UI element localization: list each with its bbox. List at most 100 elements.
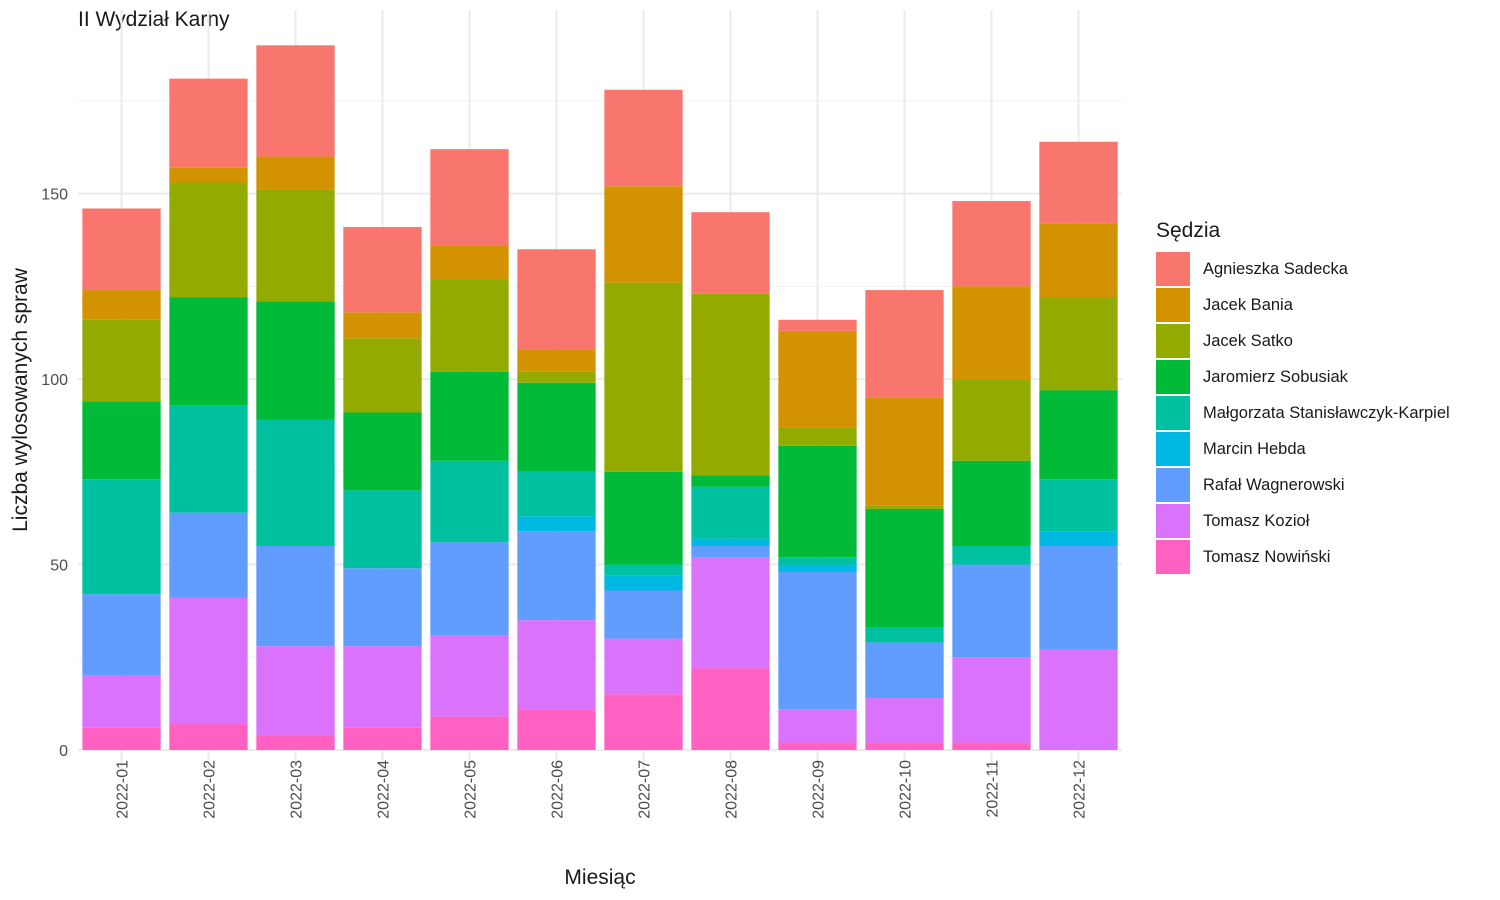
- bar-segment: [82, 290, 161, 320]
- bar-segment: [604, 638, 683, 695]
- bar-segment: [604, 282, 683, 472]
- bar-segment: [517, 531, 596, 621]
- bar-segment: [256, 45, 335, 157]
- bar-segment: [343, 727, 422, 750]
- bar-segment: [691, 546, 770, 558]
- legend-item: Jacek Satko: [1156, 323, 1450, 359]
- bar-segment: [256, 646, 335, 736]
- legend-label: Marcin Hebda: [1203, 439, 1306, 458]
- legend-swatch: [1156, 432, 1190, 466]
- bar-segment: [169, 405, 248, 513]
- x-tick-label: 2022-11: [985, 760, 1002, 818]
- bar-segment: [82, 675, 161, 728]
- bar-segment: [952, 286, 1031, 380]
- bar-segment: [778, 427, 857, 446]
- x-tick-label: 2022-04: [376, 760, 393, 819]
- x-tick-label: 2022-10: [898, 760, 915, 819]
- bar-segment: [256, 735, 335, 750]
- bar-segment: [952, 460, 1031, 547]
- x-tick-label: 2022-06: [550, 760, 567, 819]
- bar-segment: [169, 512, 248, 598]
- bar-segment: [430, 716, 509, 750]
- legend-swatch: [1156, 360, 1190, 394]
- bar-segment: [952, 657, 1031, 743]
- bar-segment: [952, 201, 1031, 287]
- chart-title: II Wydział Karny: [78, 8, 230, 31]
- bar-segment: [82, 594, 161, 676]
- bar-segment: [169, 597, 248, 725]
- bar-segment: [517, 516, 596, 532]
- x-tick-label: 2022-03: [289, 760, 306, 819]
- bar-segment: [1039, 141, 1118, 224]
- legend-swatch: [1156, 324, 1190, 358]
- bar-segment: [604, 590, 683, 639]
- bar-segment: [952, 546, 1031, 565]
- bar-segment: [343, 568, 422, 647]
- bar-segment: [343, 490, 422, 569]
- legend-label: Tomasz Nowiński: [1203, 547, 1331, 566]
- bar-segment: [778, 445, 857, 558]
- legend-title: Sędzia: [1156, 219, 1221, 242]
- bar-segment: [691, 293, 770, 476]
- legend-label: Jacek Satko: [1203, 331, 1293, 350]
- legend-swatch: [1156, 540, 1190, 574]
- y-tick-label: 0: [59, 743, 68, 760]
- bar-segment: [343, 412, 422, 491]
- bar-segment: [430, 245, 509, 279]
- bar-segment: [1039, 546, 1118, 650]
- y-axis-label: Liczba wylosowanych spraw: [9, 268, 32, 532]
- bar-segment: [691, 486, 770, 539]
- x-tick-label: 2022-01: [115, 760, 132, 819]
- bar-segment: [517, 249, 596, 350]
- legend-item: Tomasz Nowiński: [1156, 539, 1450, 575]
- bar-segment: [865, 290, 944, 398]
- bar-segment: [343, 646, 422, 728]
- x-tick-label: 2022-08: [724, 760, 741, 819]
- bar-segment: [604, 186, 683, 283]
- bar-segment: [865, 642, 944, 699]
- bar-segment: [865, 742, 944, 750]
- legend: Sędzia Agnieszka Sadecka Jacek Bania Jacek…: [1156, 219, 1450, 575]
- bar-segment: [169, 182, 248, 298]
- bar-segment: [865, 505, 944, 509]
- x-axis-label: Miesiąc: [564, 866, 636, 889]
- bar-segment: [865, 627, 944, 643]
- bar-segment: [430, 460, 509, 543]
- bar-segment: [1039, 297, 1118, 391]
- bar-segment: [430, 542, 509, 636]
- bar-segment: [517, 620, 596, 710]
- y-tick-label: 50: [50, 558, 68, 575]
- bar-segment: [604, 694, 683, 750]
- bar-segment: [1039, 479, 1118, 532]
- bar-segment: [778, 330, 857, 428]
- bar-segment: [778, 564, 857, 572]
- legend-label: Jacek Bania: [1203, 295, 1293, 314]
- legend-swatch: [1156, 288, 1190, 322]
- y-tick-label: 100: [41, 372, 68, 389]
- bar-segment: [517, 349, 596, 372]
- bar-segment: [256, 189, 335, 302]
- legend-item: Jaromierz Sobusiak: [1156, 359, 1450, 395]
- legend-label: Agnieszka Sadecka: [1203, 259, 1348, 278]
- bar-segment: [82, 727, 161, 750]
- legend-item: Tomasz Kozioł: [1156, 503, 1450, 539]
- bar-segment: [604, 575, 683, 591]
- y-tick-label: 150: [41, 187, 68, 204]
- legend-swatch: [1156, 504, 1190, 538]
- bar-segment: [256, 156, 335, 190]
- x-tick-label: 2022-02: [202, 760, 219, 819]
- bar-segment: [430, 371, 509, 461]
- bar-segment: [82, 479, 161, 595]
- bar-segment: [778, 709, 857, 743]
- bar-segment: [430, 278, 509, 372]
- bar-segment: [343, 227, 422, 313]
- bar-segment: [430, 635, 509, 717]
- bar-segment: [343, 312, 422, 339]
- bar-segment: [691, 557, 770, 669]
- bar-segment: [1039, 390, 1118, 480]
- x-tick-label: 2022-07: [637, 760, 654, 819]
- bar-segment: [778, 742, 857, 750]
- bar-segment: [778, 571, 857, 710]
- x-tick-label: 2022-05: [463, 760, 480, 819]
